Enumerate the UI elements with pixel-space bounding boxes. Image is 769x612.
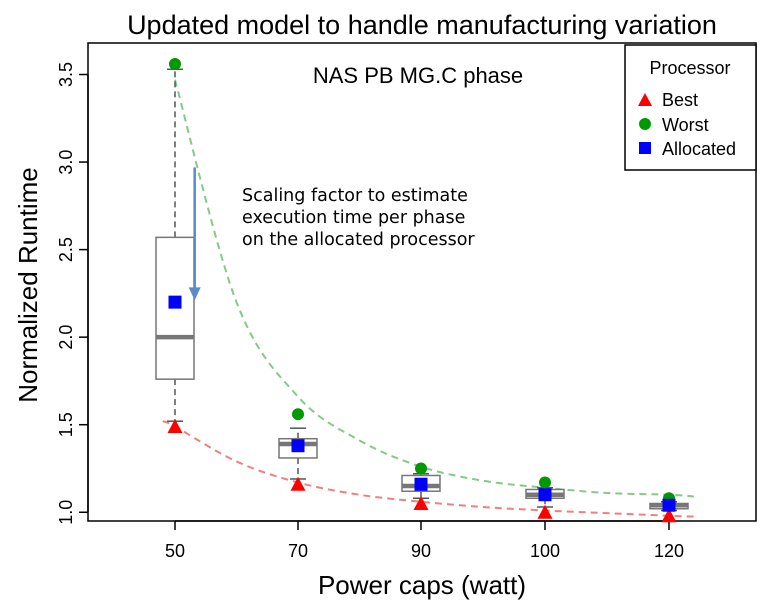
legend-title: Processor [649, 58, 730, 78]
point-best-70 [290, 476, 306, 491]
annotation-arrowhead [188, 287, 201, 301]
legend-marker-allocated [639, 142, 651, 154]
x-tick-label-4: 120 [654, 541, 684, 561]
fit-curves [162, 79, 694, 518]
point-worst-70 [292, 408, 304, 421]
box-body [155, 236, 195, 380]
legend-label-allocated: Allocated [662, 139, 736, 159]
y-tick-label-3: 2.5 [56, 237, 76, 262]
point-best-50 [167, 418, 183, 433]
fit-curve-0 [174, 79, 694, 498]
box-70 [278, 427, 318, 480]
y-axis: 1.0 1.5 2.0 2.5 3.0 3.5 [56, 62, 89, 525]
x-tick-label-1: 70 [288, 541, 308, 561]
chart-title: Updated model to handle manufacturing va… [127, 10, 717, 40]
y-tick-label-0: 1.0 [56, 500, 76, 525]
y-tick-label-4: 3.0 [56, 150, 76, 175]
annotation: Scaling factor to estimate execution tim… [188, 167, 475, 301]
legend-marker-worst [639, 118, 651, 130]
x-tick-label-2: 90 [411, 541, 431, 561]
annotation-line-3: on the allocated processor [242, 230, 475, 250]
point-worst-50 [169, 58, 181, 71]
x-tick-label-0: 50 [165, 541, 185, 561]
point-best-120 [661, 508, 677, 523]
box-50 [155, 68, 195, 422]
y-tick-label-2: 2.0 [56, 325, 76, 350]
annotation-line-1: Scaling factor to estimate [242, 186, 468, 206]
point-allocated-70 [291, 439, 305, 453]
point-allocated-100 [538, 488, 552, 502]
point-allocated-120 [662, 498, 676, 512]
data-points [167, 58, 677, 523]
point-allocated-90 [414, 477, 428, 491]
y-axis-label: Normalized Runtime [13, 167, 43, 403]
y-tick-label-1: 1.5 [56, 412, 76, 437]
point-worst-100 [539, 476, 551, 489]
y-tick-label-5: 3.5 [56, 62, 76, 87]
legend-label-worst: Worst [662, 115, 709, 135]
point-worst-90 [415, 462, 427, 475]
legend: Processor Best Worst Allocated [624, 44, 757, 171]
legend-label-best: Best [662, 90, 698, 110]
x-axis-label: Power caps (watt) [318, 570, 526, 600]
chart-subtitle: NAS PB MG.C phase [313, 63, 523, 88]
x-tick-label-3: 100 [530, 541, 560, 561]
box-plots [155, 68, 689, 512]
point-best-90 [413, 495, 429, 510]
point-best-100 [537, 504, 553, 519]
legend-marker-best [638, 93, 652, 106]
x-axis: 50 70 90 100 120 [165, 520, 684, 561]
annotation-line-2: execution time per phase [242, 208, 465, 228]
point-allocated-50 [168, 295, 182, 309]
